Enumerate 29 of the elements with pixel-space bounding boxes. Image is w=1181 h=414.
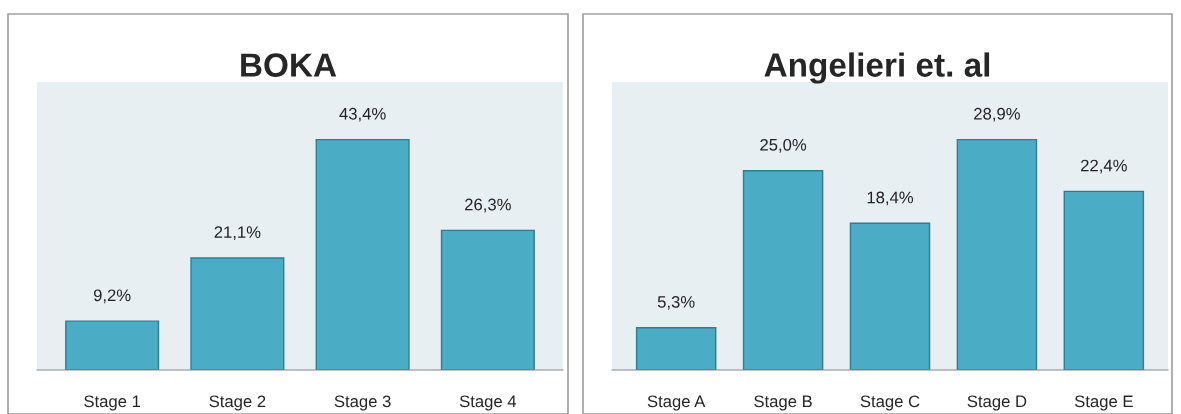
data-label: 5,3% [657, 295, 695, 310]
x-tick-label: Stage E [1074, 395, 1133, 411]
data-label: 26,3% [465, 198, 511, 213]
x-tick-label: Stage 1 [84, 395, 141, 411]
data-label: 28,9% [974, 107, 1020, 122]
x-tick-label: Stage C [860, 395, 920, 411]
chart-title: Angelieri et. al [764, 52, 990, 84]
x-tick-label: Stage 2 [209, 395, 266, 411]
data-label: 18,4% [867, 191, 914, 206]
bar [635, 327, 717, 370]
bar [849, 222, 931, 370]
bar [65, 320, 160, 370]
data-label: 21,1% [214, 226, 261, 240]
bar [742, 169, 824, 370]
data-label: 25,0% [760, 138, 807, 153]
x-tick-label: Stage A [647, 395, 706, 411]
bar [1063, 190, 1145, 370]
chart-title: BOKA [241, 53, 337, 77]
bar [190, 257, 285, 370]
x-tick-label: Stage 3 [334, 395, 391, 411]
x-tick-label: Stage D [967, 395, 1027, 411]
x-tick-label: Stage B [754, 395, 812, 411]
bar [315, 138, 410, 370]
bar [440, 229, 535, 370]
data-label: 9,2% [93, 289, 131, 304]
bar [956, 138, 1038, 370]
data-label: 22,4% [1081, 159, 1127, 174]
x-tick-label: Stage 4 [459, 395, 517, 411]
data-label: 43,4% [339, 107, 386, 122]
